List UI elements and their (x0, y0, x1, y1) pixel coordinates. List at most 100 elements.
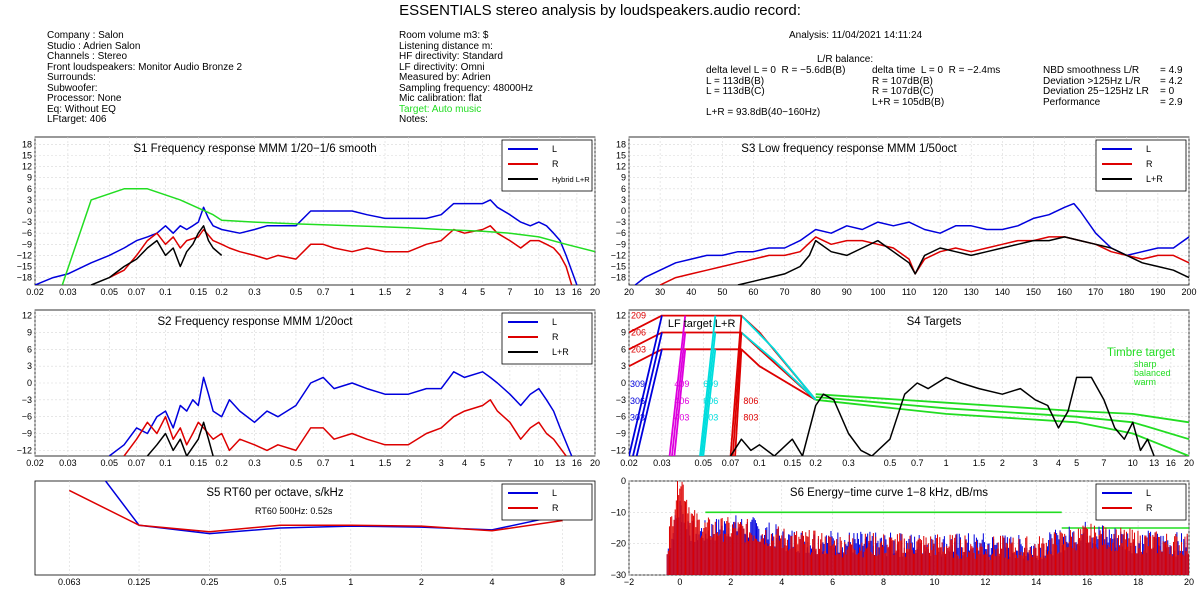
chart-legend: LR L+R (1095, 139, 1187, 192)
chart-title: S3 Low frequency response MMM 1/50oct (741, 143, 957, 155)
x-tick-label: 0.5 (290, 287, 303, 297)
target-curve (61, 188, 595, 285)
y-tick-label: 3 (27, 361, 32, 371)
y-tick-label: −20 (611, 539, 626, 549)
target-curve (729, 376, 1155, 456)
x-tick-label: 0.15 (190, 458, 208, 468)
chart-s5: 0.063 0.125 0.25 0.5 1 2 4 8 S5 RT60 per octave,… (34, 480, 596, 587)
x-tick-label: 13 (1149, 458, 1159, 468)
x-tick-label: 20 (624, 287, 634, 297)
target-label: 606 (703, 396, 718, 406)
legend-label: L (1146, 144, 1151, 154)
x-tick-label: 0.1 (159, 287, 172, 297)
x-tick-label: 200 (1181, 287, 1196, 297)
legend-label: Hybrid L+R (552, 175, 590, 184)
x-tick-label: 20 (1184, 458, 1194, 468)
analysis-timestamp: Analysis: 11/04/2021 14:11:24 (789, 30, 923, 41)
plot-area (666, 481, 1189, 575)
x-tick-label: 4 (462, 287, 467, 297)
timbre-target-title: Timbre target (1107, 347, 1176, 359)
target-label: 603 (703, 413, 718, 423)
y-tick-label: 0 (27, 378, 32, 388)
y-tick-label: −3 (22, 395, 32, 405)
y-tick-label: 12 (22, 162, 32, 172)
chart-s2: 0.02 0.03 0.05 0.07 0.1 0.15 0.2 0.3 0.5 0.7 1 1.5 2… (17, 309, 600, 468)
x-tick-label: 0.03 (653, 458, 671, 468)
y-tick-label: −12 (611, 445, 626, 455)
x-tick-label: 0.03 (59, 287, 77, 297)
info-line: Sampling frequency: 48000Hz (399, 82, 533, 94)
x-tick-label: 0.07 (128, 458, 146, 468)
x-tick-label: 16 (1166, 458, 1176, 468)
chart-title: S2 Frequency response MMM 1/20oct (158, 316, 354, 328)
x-tick-label: 16 (1082, 577, 1092, 587)
target-curve (699, 315, 717, 456)
y-tick-label: −3 (22, 217, 32, 227)
target-curve (815, 398, 1189, 456)
x-tick-label: 2 (406, 458, 411, 468)
legend-label: L (552, 317, 557, 327)
info-line: HF directivity: Standard (399, 51, 503, 62)
info-line: = 4.2 (1160, 75, 1183, 87)
x-tick-label: 0.7 (911, 458, 924, 468)
info-column-level: delta level L = 0 R = −5.6dB(B) L = 113dB… (706, 65, 846, 119)
info-line: delta time L = 0 R = −2.4ms (872, 65, 1001, 76)
legend-label: R (552, 503, 559, 513)
chart-title: S1 Frequency response MMM 1/20−1/6 smoot… (133, 143, 376, 155)
y-tick-label: −12 (17, 445, 32, 455)
x-tick-label: 2 (728, 577, 733, 587)
x-tick-label: 7 (507, 287, 512, 297)
y-tick-label: −9 (616, 429, 626, 439)
y-tick-label: 3 (621, 195, 626, 205)
info-line: Listening distance m: (399, 40, 493, 52)
x-tick-label: 0.5 (884, 458, 897, 468)
y-tick-label: −6 (22, 412, 32, 422)
y-tick-label: 0 (621, 476, 626, 486)
info-line: delta level L = 0 R = −5.6dB(B) (706, 65, 846, 76)
chart-title: S6 Energy−time curve 1−8 kHz, dB/ms (790, 487, 988, 499)
lr-balance-title: L/R balance: (817, 54, 874, 65)
x-tick-label: 170 (1088, 287, 1103, 297)
target-curve (635, 349, 663, 456)
x-tick-label: 3 (439, 458, 444, 468)
target-label: 309 (630, 379, 645, 389)
info-line: R = 107dB(B) (872, 75, 933, 87)
series-l-r (146, 421, 214, 456)
y-tick-label: −3 (616, 217, 626, 227)
series-l (35, 199, 578, 285)
legend-label: L+R (552, 347, 569, 357)
x-tick-label: 150 (1026, 287, 1041, 297)
target-curve (731, 332, 743, 456)
plot-area (68, 481, 563, 535)
info-line: LFtarget: 406 (47, 114, 107, 125)
info-line: L = 113dB(B) (706, 75, 765, 87)
x-tick-label: 12 (980, 577, 990, 587)
x-tick-label: 1 (348, 577, 353, 587)
info-line: Measured by: Adrien (399, 72, 491, 83)
y-tick-label: 12 (22, 311, 32, 321)
series-r (123, 399, 567, 456)
x-tick-label: 0.5 (274, 577, 287, 587)
x-tick-label: 0.15 (190, 287, 208, 297)
x-tick-label: 0.05 (101, 287, 119, 297)
series-r (68, 489, 563, 533)
chart-s3: 20 30 40 50 60 70 80 90 100 110 120 130 140 150 160 170… (611, 136, 1197, 297)
y-tick-label: 18 (22, 139, 32, 149)
x-tick-label: 4 (489, 577, 494, 587)
y-tick-label: −18 (17, 273, 32, 283)
y-tick-label: 0 (27, 206, 32, 216)
y-tick-label: 3 (621, 361, 626, 371)
x-tick-label: 1.5 (379, 458, 392, 468)
info-line: Eq: Without EQ (47, 103, 116, 115)
x-tick-label: 0.125 (128, 577, 151, 587)
chart-title: S4 Targets (907, 316, 962, 328)
target-label: 803 (743, 413, 758, 423)
info-line: LF directivity: Omni (399, 61, 485, 73)
x-tick-label: 0.15 (784, 458, 802, 468)
legend-box (501, 483, 593, 521)
info-column-values: = 4.9 = 4.2 = 0 = 2.9 (1160, 65, 1183, 108)
x-tick-label: 80 (811, 287, 821, 297)
info-column-time: delta time L = 0 R = −2.4ms R = 107dB(B) R… (872, 65, 1001, 108)
y-tick-label: 18 (616, 139, 626, 149)
